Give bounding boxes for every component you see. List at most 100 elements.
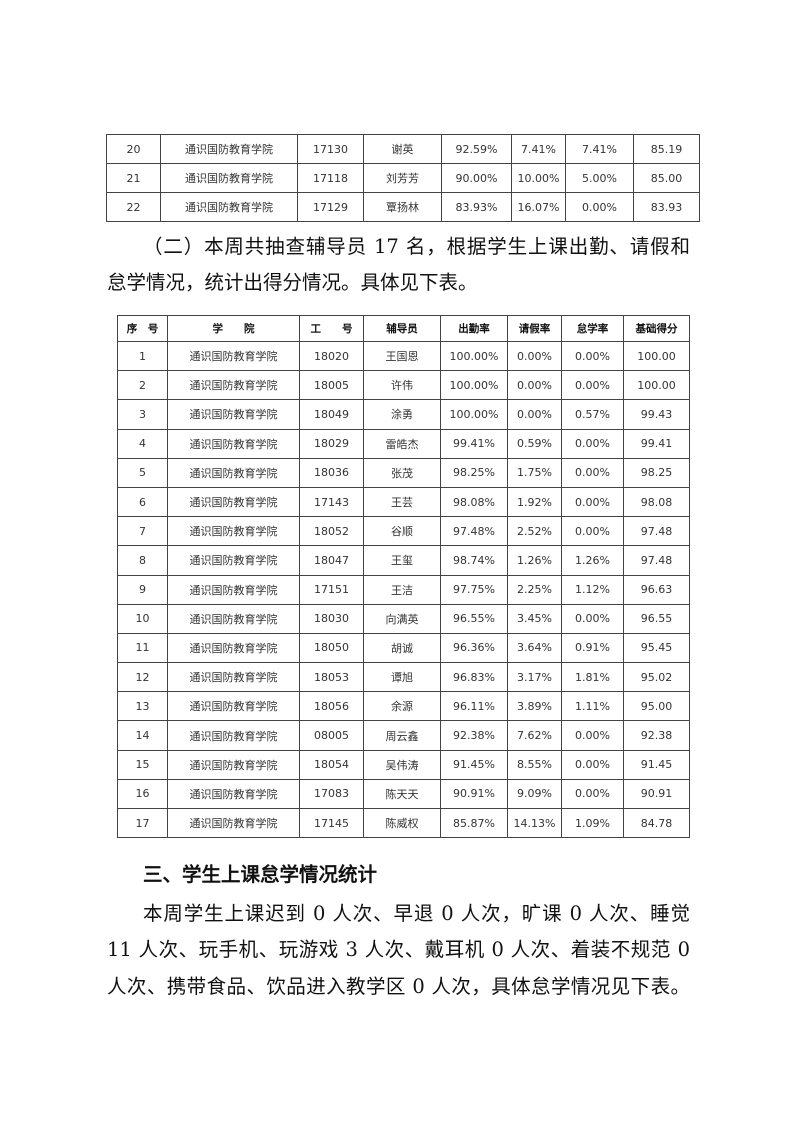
table-row: 16 通识国防教育学院 17083 陈天天 90.91% 9.09% 0.00% 90.91 — [117, 778, 690, 810]
table-cell: 通识国防教育学院 — [160, 134, 298, 164]
table-cell: 90.91% — [440, 778, 508, 810]
table-cell: 17151 — [299, 574, 364, 605]
table-cell: 7.41% — [565, 134, 634, 164]
table-cell: 12 — [117, 662, 168, 693]
table-row: 2 通识国防教育学院 18005 许伟 100.00% 0.00% 0.00% 100.00 — [117, 370, 690, 401]
table-cell: 18036 — [299, 457, 364, 488]
table-row: 6 通识国防教育学院 17143 王芸 98.08% 1.92% 0.00% 98.08 — [117, 486, 690, 518]
table-cell: 83.93% — [441, 192, 512, 222]
table-cell: 0.00% — [507, 370, 562, 401]
table-cell: 8.55% — [507, 749, 562, 780]
table-cell: 通识国防教育学院 — [167, 340, 300, 372]
table-cell: 18047 — [299, 545, 364, 576]
table-cell: 0.00% — [561, 749, 624, 780]
table-cell: 18030 — [299, 603, 364, 634]
table-cell: 通识国防教育学院 — [167, 370, 300, 401]
table-row: 5 通识国防教育学院 18036 张茂 98.25% 1.75% 0.00% 98.25 — [117, 457, 690, 488]
table-cell: 陈天天 — [363, 778, 441, 810]
table-cell: 10.00% — [511, 163, 566, 193]
table-cell: 20 — [106, 134, 161, 164]
paragraph-line: 怠学情况，统计出得分情况。具体见下表。 — [107, 271, 478, 294]
table-row: 17 通识国防教育学院 17145 陈威权 85.87% 14.13% 1.09% 84.78 — [117, 807, 690, 839]
table-row: 9 通识国防教育学院 17151 王洁 97.75% 2.25% 1.12% 96.63 — [117, 574, 690, 605]
table-row: 14 通识国防教育学院 08005 周云鑫 92.38% 7.62% 0.00% 92.38 — [117, 720, 690, 751]
table-cell: 张茂 — [363, 457, 441, 488]
table-cell: 雷皓杰 — [363, 428, 441, 459]
table-cell: 通识国防教育学院 — [167, 574, 300, 605]
table-cell: 85.87% — [440, 807, 508, 839]
column-header: 请假率 — [507, 315, 562, 342]
table-row: 7 通识国防教育学院 18052 谷顺 97.48% 2.52% 0.00% 97.48 — [117, 516, 690, 547]
table-cell: 96.36% — [440, 632, 508, 664]
table-cell: 通识国防教育学院 — [160, 192, 298, 222]
table-cell: 通识国防教育学院 — [160, 163, 298, 193]
table-cell: 97.48 — [623, 545, 690, 576]
table-cell: 90.91 — [623, 778, 690, 810]
table-cell: 97.75% — [440, 574, 508, 605]
column-header: 辅导员 — [363, 315, 441, 342]
table-cell: 18052 — [299, 516, 364, 547]
table-cell: 92.38% — [440, 720, 508, 751]
table-cell: 0.00% — [565, 192, 634, 222]
table-cell: 97.48 — [623, 516, 690, 547]
table-row: 3 通识国防教育学院 18049 涂勇 100.00% 0.00% 0.57% 99.43 — [117, 399, 690, 430]
table-cell: 通识国防教育学院 — [167, 749, 300, 780]
table-cell: 王洁 — [363, 574, 441, 605]
table-cell: 100.00 — [623, 370, 690, 401]
table-cell: 16.07% — [511, 192, 566, 222]
table-cell: 通识国防教育学院 — [167, 778, 300, 810]
table-cell: 14 — [117, 720, 168, 751]
table-cell: 95.02 — [623, 662, 690, 693]
table-cell: 陈威权 — [363, 807, 441, 839]
table-cell: 2.25% — [507, 574, 562, 605]
column-header: 工 号 — [299, 315, 364, 342]
table-cell: 胡诚 — [363, 632, 441, 664]
table-cell: 0.91% — [561, 632, 624, 664]
table-cell: 18050 — [299, 632, 364, 664]
table-cell: 1.81% — [561, 662, 624, 693]
table-cell: 13 — [117, 691, 168, 722]
table-row: 12 通识国防教育学院 18053 谭旭 96.83% 3.17% 1.81% 95.02 — [117, 662, 690, 693]
table-cell: 5 — [117, 457, 168, 488]
table-cell: 谢英 — [363, 134, 442, 164]
table-cell: 18020 — [299, 340, 364, 372]
table-cell: 4 — [117, 428, 168, 459]
table-cell: 通识国防教育学院 — [167, 632, 300, 664]
table-cell: 0.00% — [561, 457, 624, 488]
table-cell: 通识国防教育学院 — [167, 428, 300, 459]
table-cell: 21 — [106, 163, 161, 193]
table-cell: 08005 — [299, 720, 364, 751]
counselor-table-continued: 20 通识国防教育学院 17130 谢英 92.59% 7.41% 7.41% 85.19 21… — [106, 134, 700, 222]
table-cell: 99.41% — [440, 428, 508, 459]
table-cell: 1.09% — [561, 807, 624, 839]
table-cell: 1 — [117, 340, 168, 372]
table-cell: 17130 — [297, 134, 364, 164]
table-cell: 王玺 — [363, 545, 441, 576]
table-cell: 5.00% — [565, 163, 634, 193]
table-cell: 96.11% — [440, 691, 508, 722]
column-header: 出勤率 — [440, 315, 508, 342]
table-cell: 0.00% — [507, 399, 562, 430]
table-cell: 100.00% — [440, 399, 508, 430]
column-header: 怠学率 — [561, 315, 624, 342]
table-cell: 0.00% — [561, 428, 624, 459]
table-row: 1 通识国防教育学院 18020 王国恩 100.00% 0.00% 0.00% 100.00 — [117, 340, 690, 372]
table-cell: 通识国防教育学院 — [167, 662, 300, 693]
table-cell: 7 — [117, 516, 168, 547]
table-cell: 通识国防教育学院 — [167, 486, 300, 518]
table-row: 10 通识国防教育学院 18030 向满英 96.55% 3.45% 0.00% 96.55 — [117, 603, 690, 634]
table-cell: 98.08% — [440, 486, 508, 518]
table-cell: 83.93 — [633, 192, 700, 222]
table-cell: 98.74% — [440, 545, 508, 576]
table-cell: 0.00% — [561, 720, 624, 751]
table-cell: 100.00 — [623, 340, 690, 372]
table-cell: 王国恩 — [363, 340, 441, 372]
table-cell: 97.48% — [440, 516, 508, 547]
table-cell: 吴伟涛 — [363, 749, 441, 780]
table-row: 8 通识国防教育学院 18047 王玺 98.74% 1.26% 1.26% 97.48 — [117, 545, 690, 576]
table-cell: 0.57% — [561, 399, 624, 430]
table-cell: 0.00% — [561, 486, 624, 518]
table-cell: 通识国防教育学院 — [167, 603, 300, 634]
paragraph-line: 11 人次、玩手机、玩游戏 3 人次、戴耳机 0 人次、着装不规范 0 — [107, 938, 690, 961]
table-cell: 99.43 — [623, 399, 690, 430]
